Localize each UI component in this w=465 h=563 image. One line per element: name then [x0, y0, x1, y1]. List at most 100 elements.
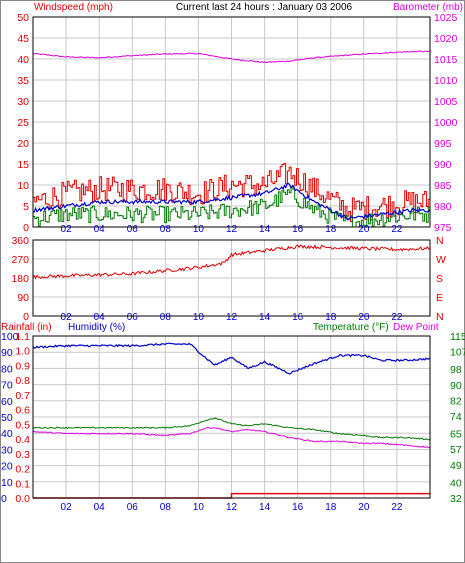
- hour-tick-label: 06: [127, 312, 139, 323]
- hour-tick-label: 18: [325, 224, 337, 235]
- plot-frame-dir: [32, 239, 431, 317]
- temperature-tick-label: 40: [450, 477, 462, 489]
- hour-tick-label: 16: [292, 224, 304, 235]
- wind-tick-label: 10: [17, 180, 29, 192]
- rainfall-tick-label: 0.4: [15, 434, 30, 446]
- rainfall-tick-label: 0.0: [15, 493, 30, 505]
- barometer-tick-label: 995: [434, 138, 452, 150]
- barometer-tick-label: 980: [434, 201, 452, 213]
- grid-layer: [33, 16, 430, 498]
- humidity-tick-label: 90: [1, 347, 13, 359]
- barometer-tick-label: 1015: [434, 54, 458, 66]
- hour-tick-label: 20: [358, 224, 370, 235]
- hour-tick-label: 08: [160, 312, 172, 323]
- temperature-line: [32, 417, 431, 441]
- rainfall-tick-label: 0.5: [15, 419, 30, 431]
- barometer-tick-label: 1005: [434, 96, 458, 108]
- dew-point-label: Dew Point: [393, 322, 439, 333]
- hour-tick-label: 02: [61, 224, 73, 235]
- wind-tick-label: 40: [17, 54, 29, 66]
- hour-tick-label: 12: [226, 312, 238, 323]
- humidity-tick-label: 0: [1, 493, 7, 505]
- humidity-tick-label: 20: [1, 461, 13, 473]
- hour-tick-label: 10: [193, 502, 205, 513]
- rainfall-tick-label: 0.1: [15, 478, 30, 490]
- hour-tick-label: 02: [61, 502, 73, 513]
- temperature-tick-label: 74: [450, 411, 462, 423]
- hour-tick-label: 14: [259, 224, 271, 235]
- hour-tick-label: 02: [61, 312, 73, 323]
- hour-tick-label: 20: [358, 312, 370, 323]
- wind-tick-label: 35: [17, 75, 29, 87]
- temperature-tick-label: 65: [450, 429, 462, 441]
- hour-tick-label: 08: [160, 224, 172, 235]
- compass-tick-label: N: [436, 311, 444, 323]
- barometer-tick-label: 1025: [434, 12, 458, 24]
- rainfall-tick-label: 0.3: [15, 449, 30, 461]
- humidity-tick-label: 50: [1, 412, 13, 424]
- direction-tick-label: 0: [23, 311, 29, 323]
- temperature-tick-label: 98: [450, 364, 462, 376]
- barometer-tick-label: 1010: [434, 75, 458, 87]
- chart-title: Current last 24 hours : January 03 2006: [176, 2, 353, 13]
- wind-tick-label: 15: [17, 159, 29, 171]
- wind-direction-line: [32, 244, 431, 280]
- barometer-label: Barometer (mb): [393, 2, 463, 13]
- hour-tick-label: 08: [160, 502, 172, 513]
- barometer-tick-label: 1000: [434, 117, 458, 129]
- compass-tick-label: W: [436, 254, 446, 266]
- dew-point-line: [32, 426, 431, 449]
- barometer-tick-label: 990: [434, 159, 452, 171]
- humidity-tick-label: 100: [1, 331, 19, 343]
- hour-tick-label: 14: [259, 502, 271, 513]
- wind-tick-label: 25: [17, 117, 29, 129]
- wind-tick-label: 0: [23, 222, 29, 234]
- humidity-tick-label: 10: [1, 477, 13, 489]
- rainfall-tick-label: 0.8: [15, 375, 30, 387]
- wind-tick-label: 50: [17, 12, 29, 24]
- temperature-tick-label: 90: [450, 380, 462, 392]
- hour-tick-label: 14: [259, 312, 271, 323]
- hour-tick-label: 20: [358, 502, 370, 513]
- wind-low-line: [33, 186, 431, 228]
- barometer-tick-label: 1020: [434, 33, 458, 45]
- temperature-tick-label: 57: [450, 444, 462, 456]
- hour-tick-label: 18: [325, 312, 337, 323]
- hour-tick-label: 16: [292, 502, 304, 513]
- hour-tick-label: 22: [391, 224, 403, 235]
- temperature-tick-label: 107: [450, 347, 465, 359]
- barometer-tick-label: 985: [434, 180, 452, 192]
- compass-tick-label: S: [436, 273, 443, 285]
- humidity-line: [32, 342, 431, 375]
- hour-tick-label: 16: [292, 312, 304, 323]
- hour-tick-label: 04: [94, 312, 106, 323]
- temperature-tick-label: 49: [450, 460, 462, 472]
- wind-tick-label: 45: [17, 33, 29, 45]
- wind-gust-line: [33, 163, 431, 223]
- humidity-tick-label: 60: [1, 396, 13, 408]
- temperature-tick-label: 32: [450, 493, 462, 505]
- rainfall-tick-label: 0.6: [15, 405, 30, 417]
- humidity-tick-label: 30: [1, 444, 13, 456]
- humidity-tick-label: 70: [1, 380, 13, 392]
- humidity-tick-label: 80: [1, 363, 13, 375]
- wind-tick-label: 30: [17, 96, 29, 108]
- hour-tick-label: 06: [127, 224, 139, 235]
- temperature-tick-label: 115: [450, 331, 465, 343]
- direction-tick-label: 270: [11, 254, 29, 266]
- hour-tick-label: 04: [94, 224, 106, 235]
- barometer-tick-label: 975: [434, 222, 452, 234]
- hour-tick-label: 22: [391, 312, 403, 323]
- plot-frame-bot: [32, 335, 431, 499]
- wind-average-line: [32, 182, 431, 221]
- rainfall-tick-label: 0.9: [15, 360, 30, 372]
- direction-tick-label: 90: [17, 292, 29, 304]
- hour-tick-label: 12: [226, 224, 238, 235]
- barometer-line: [32, 50, 431, 64]
- temperature-label: Temperature (°F): [313, 322, 389, 333]
- hour-tick-label: 10: [193, 224, 205, 235]
- rainfall-tick-label: 0.7: [15, 390, 30, 402]
- rainfall-tick-label: 1.1: [15, 331, 30, 343]
